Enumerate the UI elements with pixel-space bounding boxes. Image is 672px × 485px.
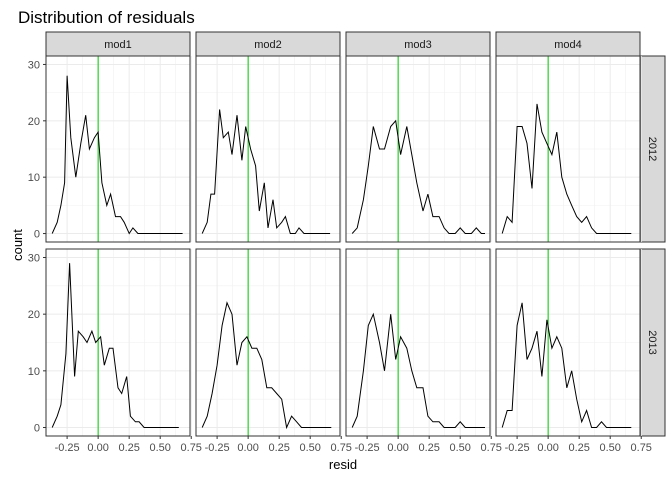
panel-border [495, 55, 641, 243]
x-tick-label: -0.25 [505, 442, 530, 454]
panel-mod3-2012 [345, 55, 492, 243]
x-axis-title: resid [329, 457, 357, 472]
panel-mod1-2013: 0 10 20 30 -0.25 0.00 0.25 0.50 0.75 [28, 248, 202, 454]
chart-title: Distribution of residuals [18, 8, 195, 27]
frequency-line-mod3-2013 [351, 312, 485, 428]
y-tick-label: 0 [34, 229, 40, 241]
panel-mod3-2013: -0.25 0.00 0.25 0.50 0.75 [345, 248, 502, 454]
x-tick-label: -0.25 [355, 442, 380, 454]
frequency-line-mod1-2013 [51, 263, 179, 428]
facet-strip-label-mod2: mod2 [254, 39, 282, 51]
panel-border [45, 55, 191, 243]
y-tick-label: 30 [28, 59, 40, 71]
facet-strip-label-2013: 2013 [646, 330, 658, 354]
x-tick-label: 0.50 [599, 442, 620, 454]
frequency-line-mod2-2013 [201, 301, 332, 430]
frequency-line-mod2-2012 [201, 109, 331, 234]
panel-border [195, 248, 341, 437]
facet-strip-mod4 [495, 31, 641, 57]
facet-strip-mod1 [45, 31, 191, 57]
x-tick-label: 0.50 [299, 442, 320, 454]
facet-strip-mod2 [195, 31, 341, 57]
y-tick-label: 10 [28, 172, 40, 184]
y-tick-label: 30 [28, 253, 40, 265]
panel-mod4-2012 [495, 55, 642, 243]
y-axis-title: count [10, 229, 25, 261]
x-tick-label: 0.00 [87, 442, 108, 454]
facet-strip-label-mod4: mod4 [554, 39, 582, 51]
x-tick-label: -0.25 [55, 442, 80, 454]
x-tick-label: 0.75 [331, 442, 352, 454]
x-tick-label: 0.00 [237, 442, 258, 454]
y-tick-label: 20 [28, 116, 40, 128]
facet-strip-2012 [640, 55, 666, 243]
panel-grid: mod1 mod2 mod3 mod4 2012 2013 0 10 20 30 0 10 20 30 -0… [28, 31, 666, 454]
x-tick-label: 0.50 [149, 442, 170, 454]
y-tick-label: 0 [34, 423, 40, 435]
x-tick-label: 0.00 [387, 442, 408, 454]
x-tick-label: -0.25 [205, 442, 230, 454]
x-tick-label: 0.25 [568, 442, 589, 454]
y-tick-label: 20 [28, 309, 40, 321]
panel-border [345, 248, 491, 437]
x-tick-label: 0.75 [481, 442, 502, 454]
facet-strip-label-2012: 2012 [646, 137, 658, 161]
frequency-line-mod1-2012 [51, 75, 183, 235]
panel-mod2-2013: -0.25 0.00 0.25 0.50 0.75 [195, 248, 352, 454]
panel-border [345, 55, 491, 243]
frequency-line-mod3-2012 [351, 119, 485, 234]
facet-strip-label-mod3: mod3 [404, 39, 432, 51]
x-tick-label: 0.25 [268, 442, 289, 454]
x-tick-label: 0.25 [418, 442, 439, 454]
panel-mod1-2012: 0 10 20 30 [28, 55, 192, 243]
panel-mod2-2012 [195, 55, 342, 243]
x-tick-label: 0.75 [181, 442, 202, 454]
panel-border [195, 55, 341, 243]
y-tick-label: 10 [28, 366, 40, 378]
frequency-line-mod4-2012 [501, 103, 632, 234]
panel-border [495, 248, 641, 437]
x-tick-label: 0.25 [118, 442, 139, 454]
facet-strip-label-mod1: mod1 [104, 39, 132, 51]
panel-mod4-2013: -0.25 0.00 0.25 0.50 0.75 [495, 248, 652, 454]
x-tick-label: 0.75 [631, 442, 652, 454]
frequency-line-mod4-2013 [501, 302, 632, 428]
x-tick-label: 0.00 [537, 442, 558, 454]
panel-border [45, 248, 191, 437]
x-tick-label: 0.50 [449, 442, 470, 454]
